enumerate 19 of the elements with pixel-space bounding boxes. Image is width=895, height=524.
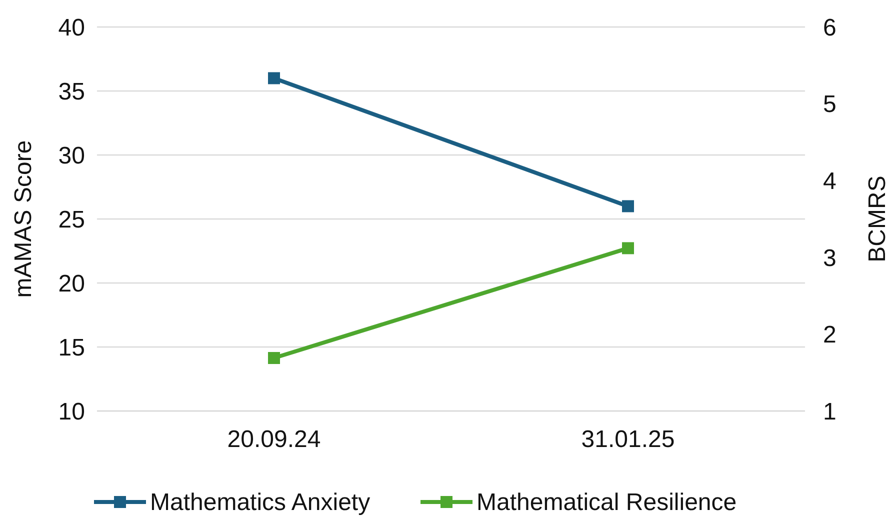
- y-tick-label: 25: [58, 206, 85, 234]
- legend-label: Mathematics Anxiety: [150, 489, 370, 516]
- y2-tick-label: 5: [823, 91, 836, 118]
- y2-axis-title: BCMRS: [864, 176, 891, 262]
- x-tick-label: 31.01.25: [581, 426, 675, 453]
- y-tick-label: 10: [58, 398, 85, 426]
- x-tick-label: 20.09.24: [227, 426, 321, 453]
- y2-tick-label: 4: [823, 168, 836, 195]
- y2-tick-label: 6: [823, 14, 836, 42]
- y2-tick-label: 2: [823, 322, 836, 349]
- y2-tick-label: 1: [823, 398, 836, 426]
- y2-tick-label: 3: [823, 244, 836, 272]
- y-tick-label: 20: [58, 270, 85, 298]
- y-axis-title: mAMAS Score: [10, 140, 37, 298]
- y-tick-label: 15: [58, 334, 85, 362]
- y-tick-label: 40: [58, 14, 85, 42]
- y-tick-label: 30: [58, 142, 85, 170]
- legend-label: Mathematical Resilience: [476, 489, 737, 516]
- y-tick-label: 35: [58, 78, 85, 106]
